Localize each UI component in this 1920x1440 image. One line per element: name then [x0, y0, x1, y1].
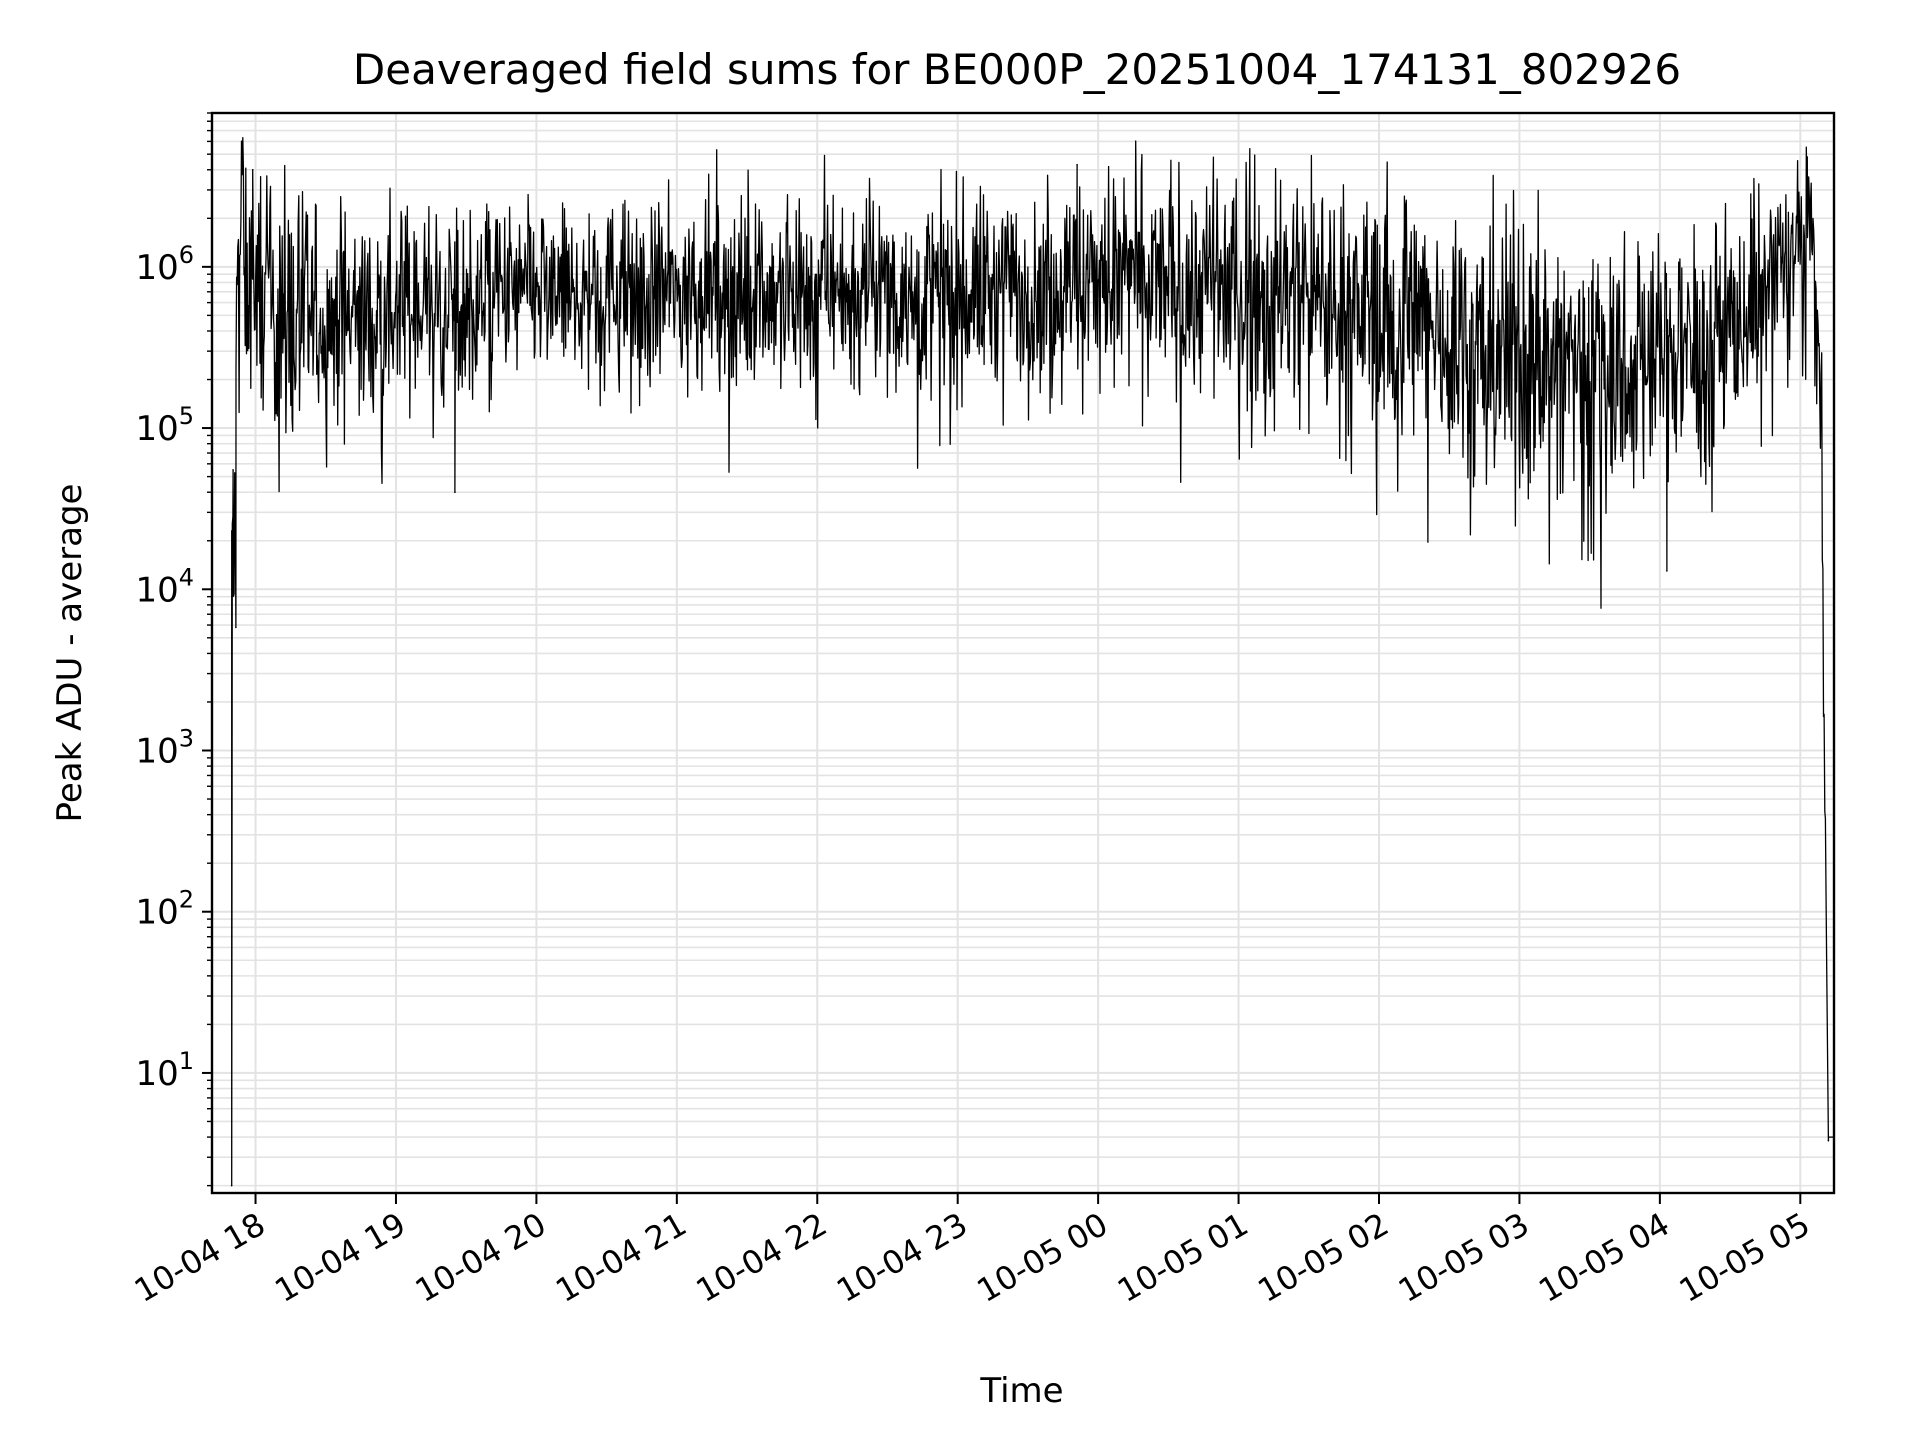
y-tick-label-base: 10: [135, 248, 178, 288]
y-axis-label: Peak ADU - average: [50, 484, 90, 823]
data-series: [230, 137, 1835, 1187]
data-point: [1076, 163, 1078, 166]
y-tick-label: 102: [135, 886, 194, 933]
data-point: [1666, 570, 1668, 572]
y-tick-label: 105: [135, 402, 194, 449]
data-point: [232, 469, 234, 471]
data-point: [1806, 156, 1809, 158]
plot-area-frame: [210, 111, 1836, 1195]
y-tick-label-exponent: 3: [179, 724, 194, 752]
y-tick-label-exponent: 5: [179, 402, 194, 430]
y-tick-label-base: 10: [135, 570, 178, 610]
y-tick-label-exponent: 6: [179, 241, 194, 269]
y-tick-label: 104: [135, 563, 194, 610]
chart-title: Deaveraged field sums for BE000P_2025100…: [353, 45, 1681, 94]
data-point: [235, 626, 237, 629]
y-tick-label-base: 10: [135, 731, 178, 771]
data-point: [454, 491, 456, 494]
y-tick-label-base: 10: [135, 1054, 178, 1094]
grid-lines: [212, 112, 1834, 1193]
data-point: [1827, 1139, 1830, 1142]
y-tick-label-base: 10: [135, 893, 178, 933]
y-tick-label-exponent: 2: [179, 886, 194, 914]
series-line: [231, 137, 1835, 1187]
y-tick-label-exponent: 1: [179, 1047, 194, 1075]
data-point: [251, 168, 254, 171]
data-point: [230, 1184, 233, 1187]
y-tick-label: 101: [135, 1047, 194, 1094]
y-tick-label-exponent: 4: [179, 563, 194, 591]
x-axis-label: Time: [979, 1371, 1063, 1411]
y-tick-label: 106: [135, 241, 194, 288]
y-tick-label: 103: [135, 724, 194, 771]
y-tick-label-base: 10: [135, 409, 178, 449]
